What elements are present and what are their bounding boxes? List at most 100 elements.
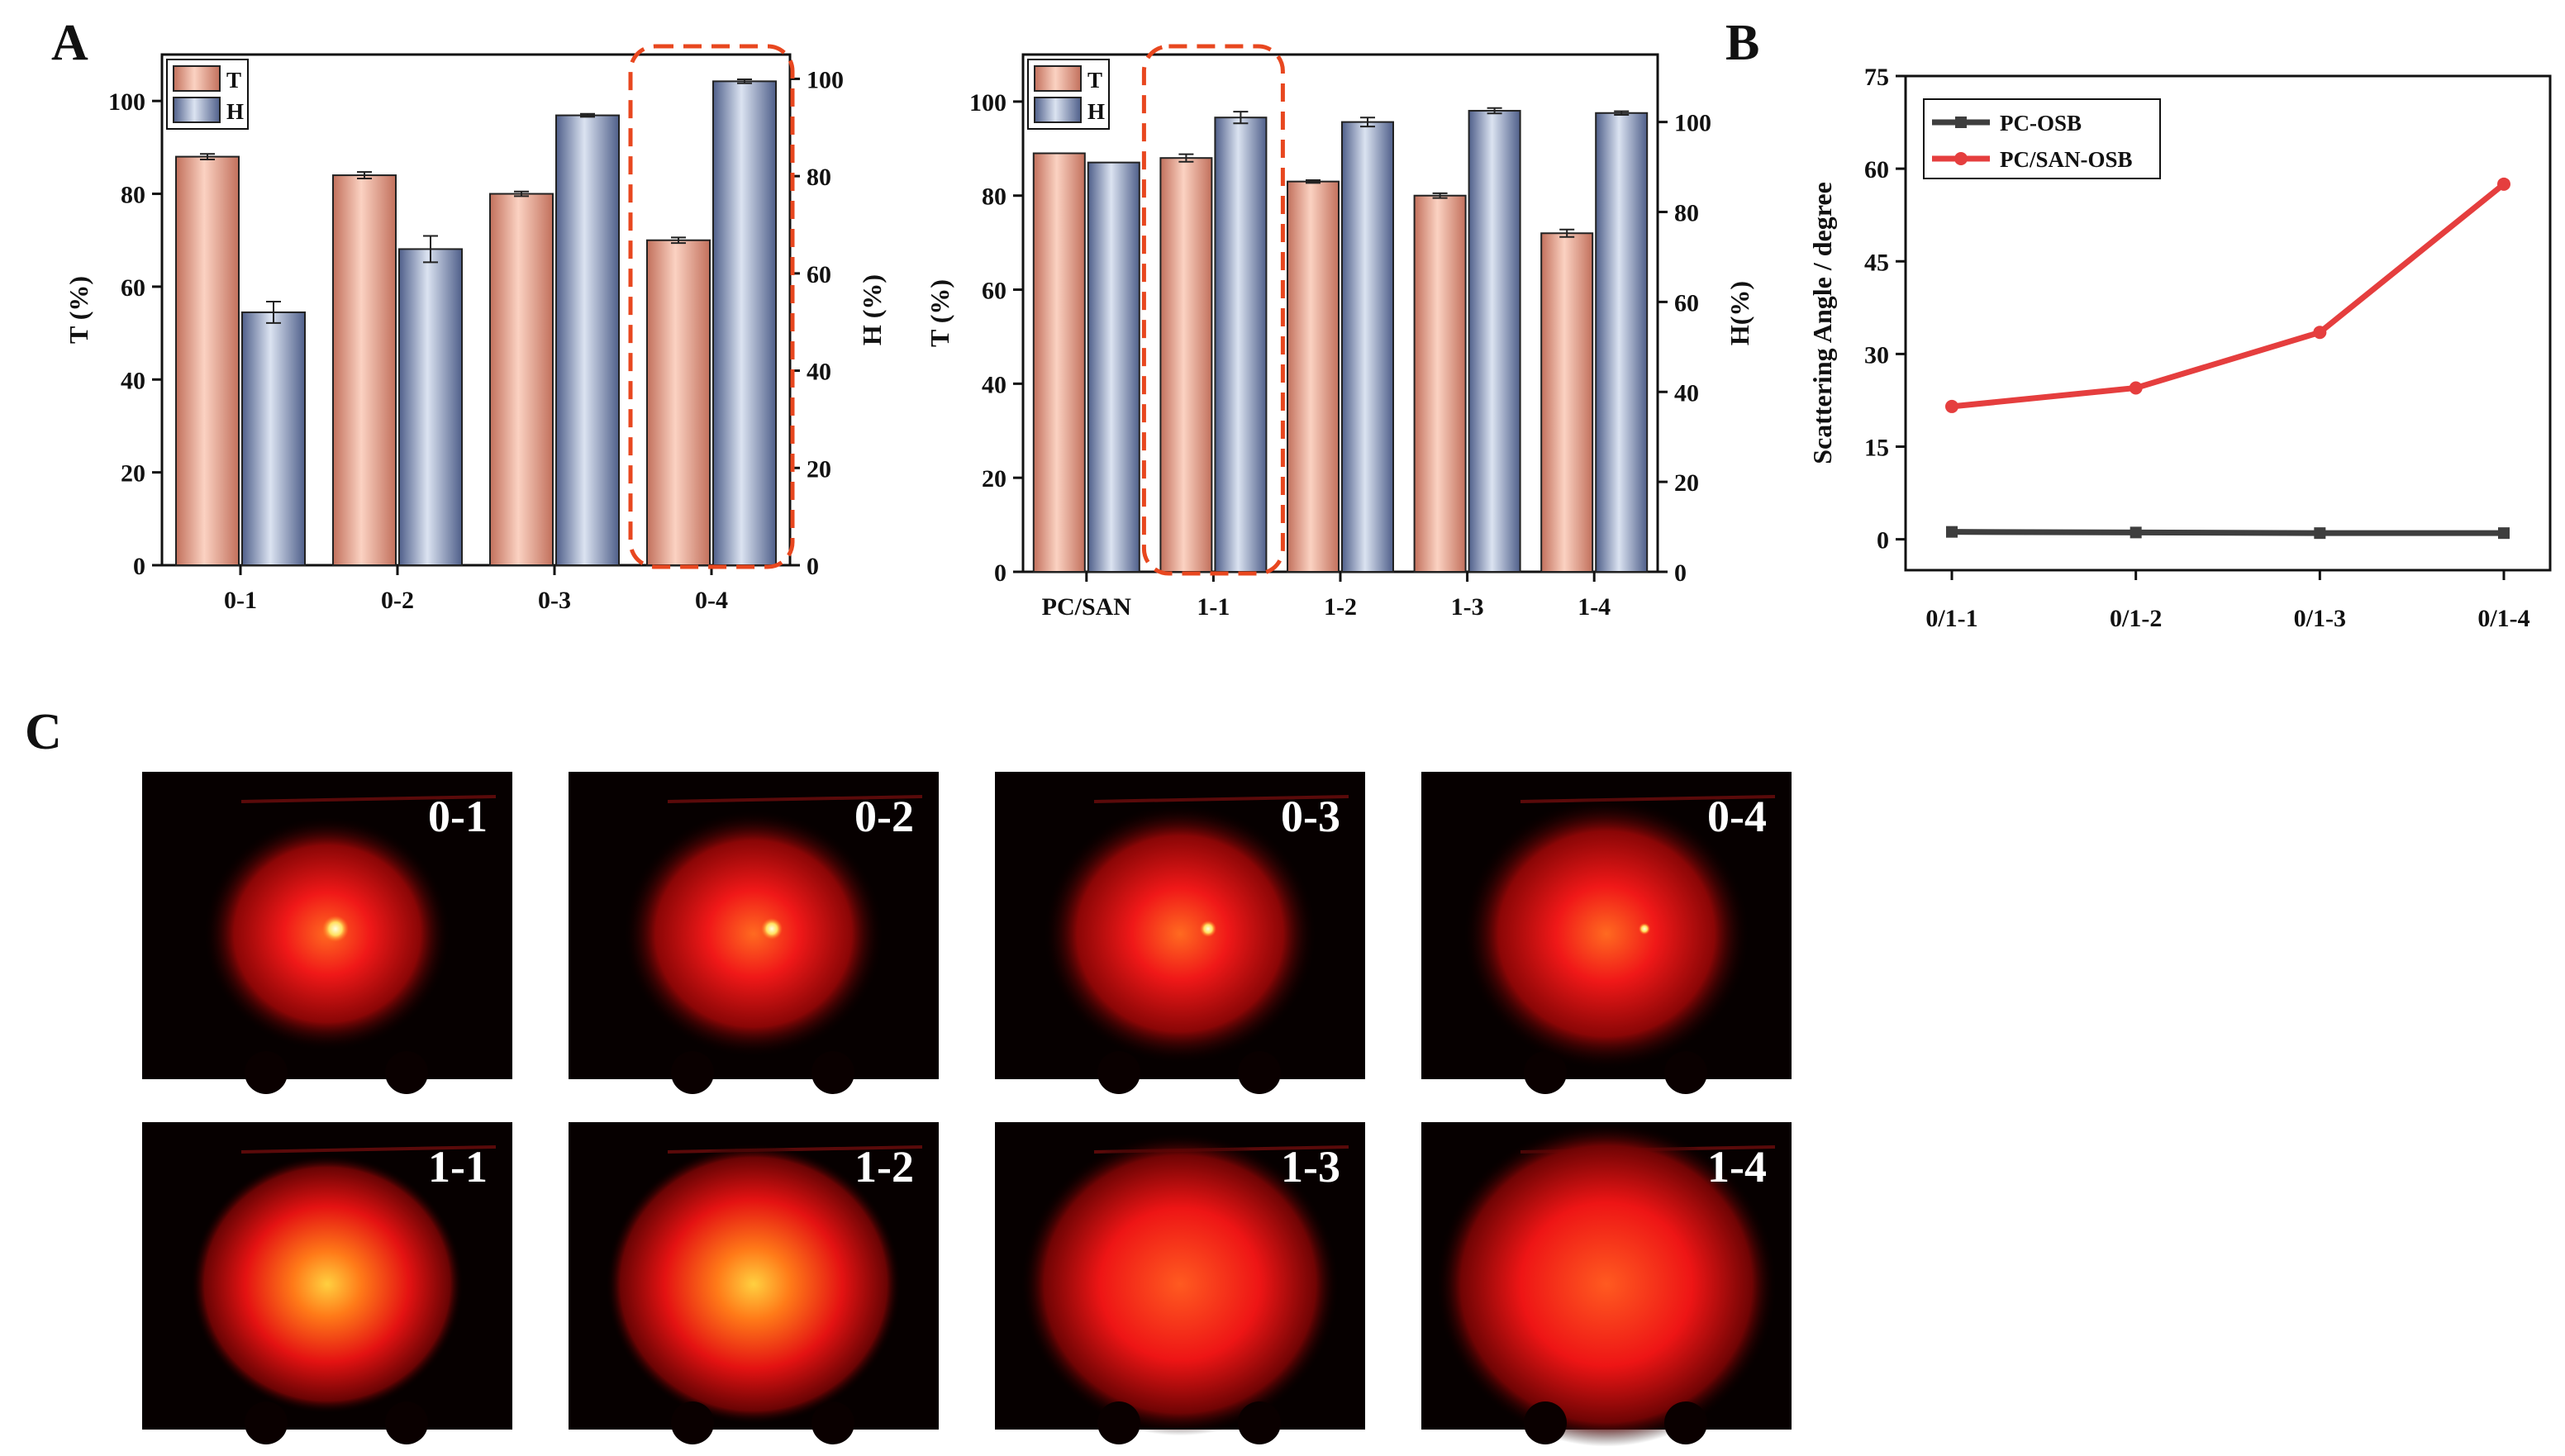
chart-a2-y2tick-label: 40: [1674, 379, 1699, 407]
chart-a2-ytick-label: 80: [982, 183, 1006, 211]
chart-a2-highlight-box: [1141, 44, 1285, 576]
chart-a1-frame: [160, 53, 792, 567]
chart-b-ytick-label: 60: [1864, 156, 1889, 183]
chart-b-ylabel: Scattering Angle / degree: [1807, 182, 1837, 464]
photo-label: 1-3: [1281, 1142, 1340, 1192]
panel-c-photos: 0-1 0-2 0-3 0-4 1-1 1-2 1-3 1-4: [142, 772, 1792, 1447]
chart-a2-errorbar-t: [1178, 153, 1194, 163]
chart-a1-bar-t: [332, 174, 397, 566]
chart-a1-y2label: H (%): [857, 274, 887, 345]
chart-b-point-pc-san-osb: [2313, 326, 2327, 340]
chart-b-point-pc-san-osb: [2497, 177, 2510, 191]
chart-a1-xtick-label: 0-2: [381, 587, 414, 614]
photo-label: 1-2: [854, 1142, 914, 1192]
chart-a2-y2tick-label: 60: [1674, 289, 1699, 316]
photo-label: 1-1: [428, 1142, 488, 1192]
chart-a2-ytick-label: 0: [994, 559, 1006, 587]
chart-a2-xtick-label: PC/SAN: [1042, 593, 1132, 621]
chart-a1-ytick-label: 100: [108, 88, 145, 116]
photo-label: 0-2: [854, 792, 914, 841]
chart-a1-bar-h: [398, 248, 463, 566]
chart-a1-y2tick-label: 100: [807, 66, 844, 93]
chart-b-legend-label: PC/SAN-OSB: [2000, 147, 2133, 172]
scatter-glow: [1435, 1121, 1777, 1447]
chart-a2-y2label: H(%): [1725, 281, 1754, 345]
chart-a2-bar-t: [1032, 152, 1086, 573]
chart-b-legend-box: [1923, 98, 2161, 179]
chart-a1-xtick-label: 0-3: [538, 587, 571, 614]
chart-a1-xtick-label: 0-4: [695, 587, 728, 614]
chart-b-xtick-label: 0/1-1: [1925, 605, 1977, 632]
chart-a1-bar-h: [712, 80, 777, 567]
chart-a1-legend-label-h: H: [226, 99, 244, 124]
chart-b-frame: [1904, 74, 2552, 572]
panel-letter-b: B: [1725, 15, 1759, 71]
chart-a1-y2tick-label: 20: [807, 455, 831, 483]
chart-a2-legend-label-t: T: [1087, 68, 1102, 93]
photo-1-1: 1-1: [142, 1122, 512, 1444]
chart-b-ytick-label: 30: [1864, 341, 1889, 369]
chart-a2-bar-t: [1413, 194, 1467, 573]
chart-a2-ytick-label: 100: [969, 89, 1006, 117]
chart-b-point-pc-osb: [1946, 526, 1958, 538]
chart-a2-xtick-label: 1-4: [1578, 593, 1611, 621]
laser-spot: [322, 916, 349, 942]
chart-a1-ylabel: T (%): [64, 276, 93, 344]
chart-a1-highlight-box: [628, 44, 795, 569]
scatter-glow: [1021, 1132, 1340, 1436]
chart-a1-bar-t: [175, 155, 240, 566]
chart-a1-bar-h: [555, 114, 620, 567]
chart-b-legend-marker: [1954, 152, 1968, 165]
photo-1-2: 1-2: [569, 1122, 939, 1444]
chart-a2-xtick-label: 1-2: [1324, 593, 1357, 621]
chart-a2-y2tick-label: 100: [1674, 110, 1711, 137]
chart-b-legend-marker: [1955, 117, 1967, 128]
photo-label: 0-4: [1707, 792, 1767, 841]
chart-b-point-pc-san-osb: [1945, 399, 1958, 413]
chart-a1-legend-swatch-t: [173, 65, 221, 92]
chart-a2-ytick-label: 40: [982, 371, 1006, 398]
chart-a1-errorbar-h: [737, 79, 752, 84]
chart-b-ytick-label: 0: [1877, 527, 1889, 554]
chart-a1-y2tick-label: 80: [807, 164, 831, 191]
chart-a1-legend-swatch-h: [173, 97, 221, 123]
chart-a1-errorbar-t: [200, 153, 215, 160]
chart-b-line: 0 15 30 45 60 75 0/1-1 0/1-2 0/1-3 0/1-4 Scatterin…: [1807, 64, 2552, 632]
scatter-glow: [1043, 803, 1317, 1064]
chart-a2-bar-h: [1214, 117, 1268, 573]
scatter-glow: [623, 809, 884, 1059]
chart-a1-ytick-label: 60: [121, 274, 145, 302]
photo-0-1: 0-1: [142, 772, 512, 1094]
chart-a2-errorbar-h: [1360, 117, 1375, 128]
chart-a1-ytick-label: 20: [121, 460, 145, 488]
chart-b-point-pc-osb: [2130, 526, 2142, 539]
chart-a1-bar-h: [241, 311, 306, 566]
chart-b-xtick-label: 0/1-2: [2110, 605, 2162, 632]
photo-label: 1-4: [1707, 1142, 1767, 1192]
chart-a2-errorbar-t: [1306, 178, 1321, 184]
chart-a2-bar-t: [1540, 232, 1594, 573]
chart-a1-errorbar-t: [357, 171, 372, 180]
chart-a1-errorbar-h: [266, 300, 281, 324]
chart-a2-legend-swatch-t: [1034, 65, 1082, 92]
chart-a-left: 0 20 40 60 80 100 0 20 40 60 80 100 T (%) H (%) 0-1 0-2…: [64, 44, 887, 614]
chart-b-legend-label: PC-OSB: [2000, 111, 2082, 136]
laser-spot: [1639, 923, 1650, 935]
chart-a2-y2tick-label: 20: [1674, 469, 1699, 497]
photo-0-4: 0-4: [1421, 772, 1792, 1094]
photo-label: 0-3: [1281, 792, 1340, 841]
chart-a2-xtick-label: 1-3: [1451, 593, 1484, 621]
chart-a2-bar-h: [1341, 121, 1394, 573]
scatter-glow: [191, 1154, 464, 1414]
chart-b-point-pc-san-osb: [2129, 381, 2143, 395]
chart-a2-y2tick-label: 0: [1674, 559, 1687, 587]
chart-a-right: 0 20 40 60 80 100 0 20 40 60 80 100 T (%) H(%) PC/SAN 1…: [925, 44, 1754, 621]
chart-b-point-pc-osb: [2314, 527, 2326, 540]
chart-a2-bar-h: [1087, 161, 1140, 573]
photo-label: 0-1: [428, 792, 488, 841]
scatter-glow: [1463, 797, 1750, 1071]
laser-spot: [761, 918, 783, 940]
chart-b-series-line-pc-san-osb: [1951, 182, 2506, 410]
chart-a1-y2tick-label: 40: [807, 359, 831, 386]
chart-a2-bar-t: [1159, 157, 1213, 573]
